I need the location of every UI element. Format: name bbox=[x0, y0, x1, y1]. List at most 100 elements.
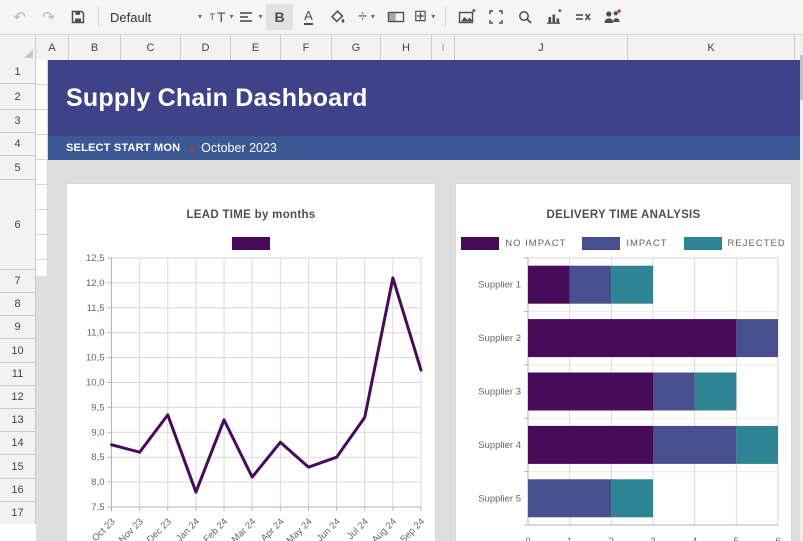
font-color-button[interactable]: A bbox=[295, 4, 322, 30]
column-header-c[interactable]: C bbox=[121, 35, 181, 60]
column-header-i[interactable]: I bbox=[432, 35, 455, 60]
selection-frame-icon bbox=[488, 10, 503, 24]
svg-text:Dec 23: Dec 23 bbox=[145, 516, 174, 541]
svg-text:10,5: 10,5 bbox=[86, 353, 105, 364]
svg-text:Feb 24: Feb 24 bbox=[201, 516, 230, 541]
bold-button[interactable]: B bbox=[266, 4, 293, 30]
number-format-button[interactable]: ÷ ▾ bbox=[353, 4, 380, 30]
chevron-down-icon: ▾ bbox=[229, 12, 234, 21]
chart-title: DELIVERY TIME ANALYSIS bbox=[546, 209, 701, 221]
svg-text:11,0: 11,0 bbox=[87, 328, 105, 339]
column-a-cells[interactable] bbox=[36, 60, 48, 276]
sheet-canvas[interactable]: Supply Chain Dashboard SELECT START MON … bbox=[36, 60, 803, 541]
row-header-11[interactable]: 11 bbox=[0, 363, 36, 386]
svg-text:12,0: 12,0 bbox=[86, 278, 105, 289]
chevron-down-icon: ▾ bbox=[431, 12, 436, 21]
chevron-down-icon: ▾ bbox=[370, 12, 375, 21]
row-header-8[interactable]: 8 bbox=[0, 293, 36, 316]
svg-text:May 24: May 24 bbox=[285, 516, 315, 541]
scrollbar-thumb[interactable] bbox=[800, 55, 803, 100]
stacked-bars bbox=[528, 265, 778, 518]
column-header-d[interactable]: D bbox=[181, 35, 231, 60]
row-header-2[interactable]: 2 bbox=[0, 84, 36, 110]
row-header-1[interactable]: 1 bbox=[0, 60, 36, 84]
row-header-3[interactable]: 3 bbox=[0, 110, 36, 133]
row-headers: 1 2 3 4 5 6 7 8 9 10 11 12 13 14 15 16 1… bbox=[0, 60, 36, 524]
undo-button[interactable]: ↶ bbox=[6, 4, 33, 30]
lead-time-chart[interactable]: LEAD TIME by months 7,5 8,0 8,5 9,0 9,5 10,0 1… bbox=[66, 183, 436, 541]
row-header-16[interactable]: 16 bbox=[0, 479, 36, 502]
legend-item: IMPACT bbox=[582, 237, 667, 250]
legend-label: IMPACT bbox=[626, 238, 668, 249]
chart-legend: NO IMPACT IMPACT REJECTED bbox=[456, 237, 791, 250]
toolbar-separator bbox=[445, 7, 446, 27]
column-header-partial bbox=[795, 35, 803, 60]
users-button[interactable] bbox=[598, 4, 625, 30]
bold-icon: B bbox=[274, 9, 285, 25]
select-all-corner[interactable] bbox=[0, 35, 36, 60]
search-button[interactable] bbox=[511, 4, 538, 30]
row-header-12[interactable]: 12 bbox=[0, 386, 36, 409]
row-header-13[interactable]: 13 bbox=[0, 409, 36, 432]
insert-chart-button[interactable] bbox=[540, 4, 567, 30]
style-selector[interactable]: Default ▾ bbox=[106, 4, 206, 30]
gridlines bbox=[111, 257, 422, 508]
column-header-b[interactable]: B bbox=[69, 35, 121, 60]
svg-text:0: 0 bbox=[525, 536, 530, 541]
legend-label: NO IMPACT bbox=[505, 238, 567, 249]
column-header-k[interactable]: K bbox=[628, 35, 795, 60]
validation-icon bbox=[575, 13, 591, 21]
svg-text:2: 2 bbox=[609, 536, 614, 541]
row-header-9[interactable]: 9 bbox=[0, 316, 36, 339]
svg-text:10,0: 10,0 bbox=[86, 378, 105, 389]
dashboard-filter-band[interactable]: SELECT START MON ▲ October 2023 bbox=[48, 136, 800, 160]
delivery-time-chart[interactable]: DELIVERY TIME ANALYSIS NO IMPACT IMPACT RE… bbox=[455, 183, 792, 541]
borders-button[interactable]: ⊞ ▾ bbox=[411, 4, 438, 30]
column-header-f[interactable]: F bbox=[281, 35, 332, 60]
svg-text:Supplier 1: Supplier 1 bbox=[478, 280, 521, 291]
x-axis-labels: 0 1 2 3 4 5 6 bbox=[525, 536, 780, 541]
row-header-5[interactable]: 5 bbox=[0, 156, 36, 180]
column-header-j[interactable]: J bbox=[455, 35, 628, 60]
insert-image-button[interactable] bbox=[453, 4, 480, 30]
svg-text:Sep 24: Sep 24 bbox=[398, 516, 427, 541]
row-header-17[interactable]: 17 bbox=[0, 502, 36, 524]
filter-value[interactable]: October 2023 bbox=[201, 141, 277, 155]
row-header-7[interactable]: 7 bbox=[0, 270, 36, 293]
svg-text:9,0: 9,0 bbox=[91, 427, 104, 438]
column-header-a[interactable]: A bbox=[36, 35, 69, 60]
users-icon bbox=[604, 9, 621, 23]
data-validation-button[interactable] bbox=[569, 4, 596, 30]
search-icon bbox=[518, 11, 532, 24]
row-header-6[interactable]: 6 bbox=[0, 180, 36, 270]
row-header-4[interactable]: 4 bbox=[0, 133, 36, 156]
vertical-scrollbar[interactable] bbox=[800, 35, 803, 541]
column-header-g[interactable]: G bbox=[332, 35, 381, 60]
alignment-button[interactable]: ▾ bbox=[237, 4, 264, 30]
fill-color-button[interactable] bbox=[324, 4, 351, 30]
column-header-h[interactable]: H bbox=[381, 35, 432, 60]
svg-text:Supplier 3: Supplier 3 bbox=[478, 387, 521, 398]
select-area-button[interactable] bbox=[482, 4, 509, 30]
svg-text:12,5: 12,5 bbox=[86, 253, 105, 264]
svg-text:Jul 24: Jul 24 bbox=[345, 516, 371, 541]
svg-text:Jan 24: Jan 24 bbox=[174, 516, 202, 541]
row-header-14[interactable]: 14 bbox=[0, 432, 36, 455]
toolbar-separator bbox=[98, 7, 99, 27]
redo-button[interactable]: ↷ bbox=[35, 4, 62, 30]
row-header-15[interactable]: 15 bbox=[0, 455, 36, 479]
style-selector-value: Default bbox=[110, 9, 152, 25]
column-header-e[interactable]: E bbox=[231, 35, 281, 60]
svg-text:Supplier 4: Supplier 4 bbox=[478, 440, 521, 451]
dashboard-title-band[interactable]: Supply Chain Dashboard bbox=[48, 60, 800, 136]
x-axis-labels: Oct 23 Nov 23 Dec 23 Jan 24 Feb 24 Mar 24 Apr … bbox=[90, 516, 427, 541]
chart-title: LEAD TIME by months bbox=[186, 209, 316, 221]
merge-cells-button[interactable] bbox=[382, 4, 409, 30]
save-button[interactable] bbox=[64, 4, 91, 30]
undo-icon: ↶ bbox=[13, 9, 26, 26]
svg-text:6: 6 bbox=[775, 536, 780, 541]
row-header-10[interactable]: 10 bbox=[0, 339, 36, 363]
